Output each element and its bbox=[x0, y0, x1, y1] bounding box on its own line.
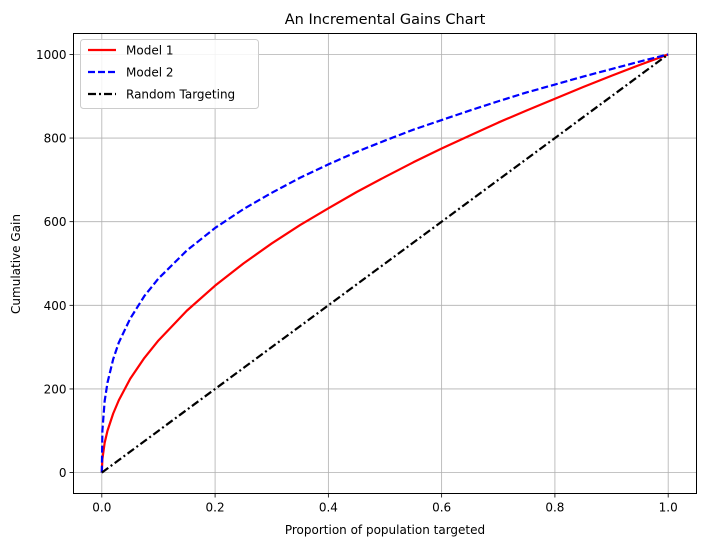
legend-label: Model 2 bbox=[126, 66, 173, 80]
x-axis-ticks: 0.0 0.2 0.4 0.6 0.8 1.0 bbox=[92, 493, 678, 515]
series-line bbox=[100, 53, 669, 473]
legend-box bbox=[80, 39, 259, 109]
x-tick-label: 1.0 bbox=[659, 501, 678, 515]
x-tick-label: 0.2 bbox=[206, 501, 225, 515]
x-tick-label: 0.0 bbox=[92, 501, 111, 515]
series-line bbox=[101, 53, 669, 474]
series-lines bbox=[100, 53, 669, 474]
legend-label: Random Targeting bbox=[126, 88, 235, 102]
y-tick-label: 200 bbox=[44, 382, 67, 396]
y-tick-label: 1000 bbox=[36, 48, 67, 62]
y-axis-ticks: 0 200 400 600 800 1000 bbox=[36, 48, 74, 480]
y-axis-label: Cumulative Gain bbox=[9, 214, 23, 314]
plot-frame bbox=[73, 33, 697, 494]
series-line bbox=[100, 53, 669, 473]
chart-title: An Incremental Gains Chart bbox=[285, 12, 486, 28]
y-tick-label: 0 bbox=[59, 466, 67, 480]
x-tick-label: 0.8 bbox=[545, 501, 564, 515]
y-tick-label: 800 bbox=[44, 132, 67, 146]
y-tick-label: 400 bbox=[44, 299, 67, 313]
legend: Model 1 Model 2 Random Targeting bbox=[80, 39, 259, 109]
y-tick-label: 600 bbox=[44, 215, 67, 229]
x-axis-label: Proportion of population targeted bbox=[285, 523, 485, 537]
x-tick-label: 0.6 bbox=[432, 501, 451, 515]
x-tick-label: 0.4 bbox=[319, 501, 338, 515]
legend-label: Model 1 bbox=[126, 44, 173, 58]
